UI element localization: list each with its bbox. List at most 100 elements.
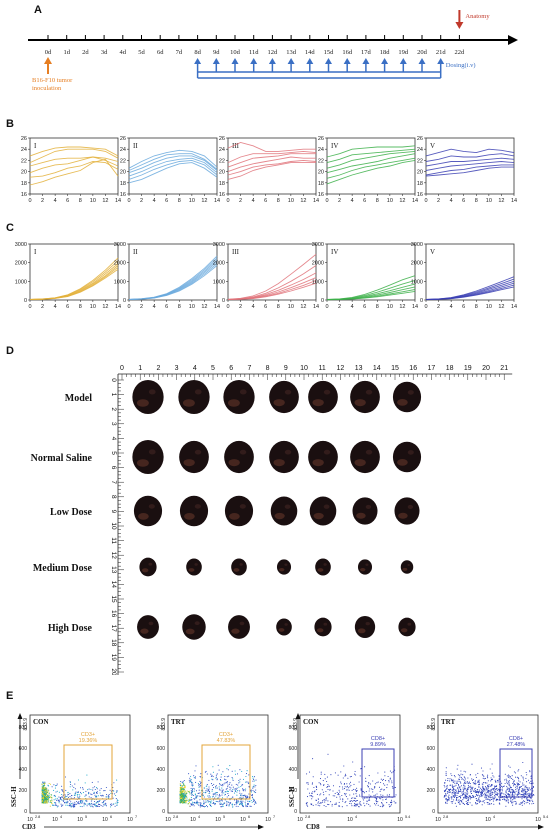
timeline-day-label: 7d [176,49,183,56]
ruler-top-label: 17 [428,365,436,372]
event-dot [97,805,99,807]
event-dot [496,789,498,791]
event-dot [239,790,241,792]
event-dot [226,803,228,805]
tumor-highlight [312,459,324,467]
event-dot [48,799,50,801]
event-dot [355,797,357,799]
event-dot [480,787,482,789]
event-dot [220,779,222,782]
event-dot [250,805,252,807]
event-dot [484,797,486,799]
event-dot [239,781,241,783]
event-dot [525,771,527,774]
timeline-day-label: 5d [138,49,145,56]
event-dot [181,796,183,798]
event-dot [369,788,371,790]
event-dot [199,792,201,794]
event-dot [99,792,101,794]
event-dot [359,800,361,803]
flow-sample-label: TRT [171,718,185,726]
event-dot [184,790,186,792]
event-dot [221,797,224,799]
tumor-highlight [273,399,285,407]
gate-name-label: CD8+ [371,736,385,742]
event-dot [368,775,370,777]
event-dot [498,799,500,801]
event-dot [315,799,317,801]
event-dot [448,790,450,792]
event-dot [492,800,494,802]
event-dot [67,791,69,793]
event-dot [454,776,456,778]
event-dot [381,779,384,781]
event-dot [195,765,197,767]
cd8-axis-title: CD8 [306,823,320,831]
event-dot [67,802,69,804]
event-dot [237,801,239,803]
event-dot [490,794,492,796]
event-dot [245,806,247,808]
tumor-highlight [148,562,153,566]
event-dot [110,792,112,794]
event-dot [528,795,530,797]
event-dot [224,775,226,778]
event-dot [51,796,53,798]
series-line [128,149,218,169]
event-dot [463,803,466,805]
event-dot [481,804,483,806]
event-dot [45,789,47,791]
event-dot [346,786,348,788]
event-dot [477,799,479,801]
event-dot [214,792,216,794]
event-dot [198,784,200,786]
event-dot [94,804,96,806]
event-dot [349,800,351,802]
event-dot [222,805,224,807]
event-dot [453,788,455,790]
event-dot [67,796,70,798]
event-dot [56,790,58,792]
event-dot [229,789,231,791]
event-dot [511,789,513,791]
event-dot [44,798,46,800]
tumor-highlight [316,628,324,633]
chart-frame [128,137,218,195]
event-dot [444,786,446,788]
event-dot [528,787,531,789]
event-dot [345,774,347,777]
tumor-highlight [233,568,240,572]
event-dot [332,785,335,787]
event-dot [212,801,215,803]
series-line [29,158,119,186]
event-dot [212,786,215,789]
tumor-highlight [239,504,246,509]
event-dot [448,789,450,791]
event-dot [218,786,220,788]
event-dot [516,788,518,790]
flow-x-tick-exponent: 4 [198,815,200,819]
event-dot [73,797,76,799]
event-dot [180,797,182,799]
event-dot [526,793,528,795]
event-dot [319,794,321,796]
event-dot [525,791,527,793]
chart-frame [128,243,218,301]
event-dot [210,783,213,785]
event-dot [482,785,484,787]
y-tick-label: 18 [318,181,324,187]
event-dot [491,788,493,790]
x-tick-label: 12 [102,198,108,204]
event-dot [248,774,250,776]
x-tick-label: 14 [115,198,121,204]
tumor-highlight [323,622,328,626]
event-dot [517,770,519,772]
event-dot [181,782,183,784]
y-tick-label: 22 [21,158,27,164]
event-dot [474,795,476,797]
event-dot [307,783,309,785]
y-max-label: 833.9 [161,718,167,731]
event-dot [220,773,222,775]
event-dot [326,786,328,788]
